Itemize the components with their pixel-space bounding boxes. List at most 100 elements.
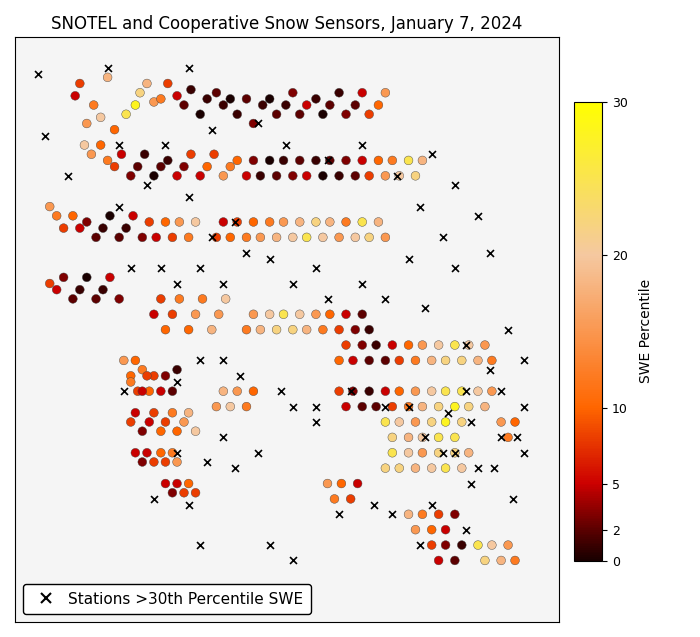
Point — [190, 217, 201, 227]
Point — [461, 525, 472, 535]
Point — [340, 340, 351, 350]
Point — [206, 233, 218, 243]
Point — [449, 263, 461, 273]
Point — [120, 223, 132, 233]
Point — [113, 294, 125, 304]
Point — [510, 417, 521, 427]
Point — [241, 233, 252, 243]
Point — [130, 408, 141, 418]
Point — [473, 211, 484, 221]
Point — [324, 309, 335, 319]
Point — [356, 309, 368, 319]
Point — [278, 309, 289, 319]
Point — [148, 494, 160, 504]
Point — [148, 171, 160, 181]
Point — [167, 448, 178, 458]
Point — [125, 371, 136, 381]
Point — [51, 285, 62, 295]
Point — [69, 90, 80, 101]
Point — [67, 211, 78, 221]
Point — [141, 180, 153, 190]
Point — [155, 263, 167, 273]
Point — [104, 272, 116, 282]
Point — [32, 69, 43, 80]
Point — [144, 417, 155, 427]
Point — [410, 355, 421, 366]
Point — [496, 417, 507, 427]
Point — [442, 408, 454, 418]
Point — [440, 525, 452, 535]
Point — [416, 401, 428, 412]
Point — [225, 161, 236, 171]
Point — [232, 109, 243, 119]
Point — [141, 448, 153, 458]
Point — [79, 140, 90, 150]
Point — [118, 355, 130, 366]
Point — [264, 254, 275, 264]
Point — [350, 233, 361, 243]
Point — [125, 171, 136, 181]
Point — [519, 448, 530, 458]
Point — [393, 463, 405, 473]
Point — [183, 192, 194, 203]
Point — [90, 294, 101, 304]
Point — [225, 94, 236, 104]
Point — [416, 340, 428, 350]
Point — [132, 386, 144, 396]
Point — [160, 478, 171, 489]
Point — [218, 433, 229, 443]
Point — [403, 433, 414, 443]
Point — [345, 494, 356, 504]
Point — [234, 371, 245, 381]
Point — [340, 401, 351, 412]
Point — [206, 125, 218, 135]
Point — [356, 140, 368, 150]
Point — [426, 386, 438, 396]
Point — [380, 401, 391, 412]
Point — [264, 155, 275, 166]
Point — [373, 155, 384, 166]
Point — [255, 325, 266, 335]
Point — [426, 540, 438, 550]
Point — [178, 417, 190, 427]
Point — [416, 433, 428, 443]
Point — [287, 171, 298, 181]
Point — [218, 171, 229, 181]
Point — [141, 78, 153, 89]
Point — [519, 355, 530, 366]
Point — [294, 155, 305, 166]
Point — [510, 555, 521, 566]
Point — [333, 386, 344, 396]
Point — [271, 325, 282, 335]
Point — [183, 500, 194, 510]
Point — [183, 408, 194, 418]
Point — [257, 100, 268, 110]
Point — [195, 171, 206, 181]
Point — [213, 309, 224, 319]
Point — [433, 433, 444, 443]
Point — [155, 94, 167, 104]
Point — [456, 417, 468, 427]
Point — [232, 217, 243, 227]
Point — [496, 386, 507, 396]
Point — [97, 285, 108, 295]
Point — [255, 233, 266, 243]
Point — [503, 433, 514, 443]
Point — [345, 386, 356, 396]
Point — [301, 325, 312, 335]
Point — [416, 155, 428, 166]
Point — [380, 463, 391, 473]
Point — [456, 386, 468, 396]
Point — [148, 371, 160, 381]
Point — [155, 448, 167, 458]
Point — [333, 509, 344, 519]
Point — [232, 155, 243, 166]
Point — [287, 278, 298, 289]
Point — [486, 540, 498, 550]
Point — [414, 201, 426, 211]
Point — [403, 509, 414, 519]
Point — [473, 463, 484, 473]
Point — [287, 88, 298, 98]
Point — [113, 233, 125, 243]
Point — [241, 94, 252, 104]
